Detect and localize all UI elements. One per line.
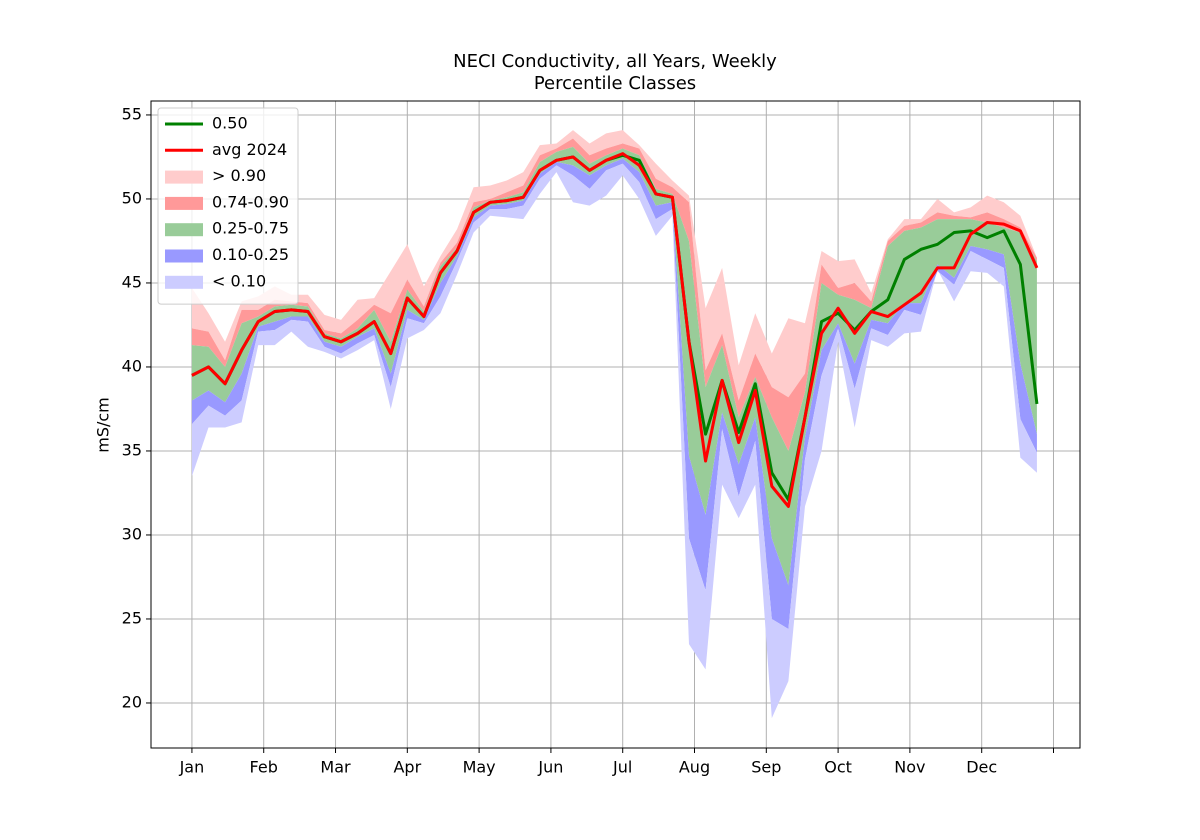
legend-swatch — [165, 223, 203, 237]
x-tick-label: Jun — [537, 758, 563, 777]
y-tick-label: 50 — [122, 188, 142, 207]
y-tick-label: 20 — [122, 692, 142, 711]
x-tick-label: Jan — [179, 758, 205, 777]
series-line — [191, 152, 1039, 508]
x-tick-label: May — [463, 758, 496, 777]
legend-swatch — [165, 275, 203, 289]
x-tick-label: Aug — [679, 758, 710, 777]
y-tick-label: 55 — [122, 104, 142, 123]
y-tick-label: 25 — [122, 608, 142, 627]
x-tick-label: Nov — [894, 758, 925, 777]
x-tick-label: Sep — [751, 758, 781, 777]
x-tick-label: Oct — [824, 758, 852, 777]
legend-swatch — [165, 196, 203, 210]
legend-label: 0.10-0.25 — [212, 245, 289, 264]
y-tick-label: 35 — [122, 440, 142, 459]
x-tick-label: Dec — [966, 758, 997, 777]
legend-label: 0.25-0.75 — [212, 219, 289, 238]
x-tick-label: Mar — [320, 758, 351, 777]
plot-frame — [150, 100, 1081, 749]
legend-label: < 0.10 — [212, 271, 266, 290]
axes: 20 25 30 35 40 45 50 55 Jan Feb Mar Apr May Jun Jul Aug… — [122, 100, 1081, 777]
legend-swatch — [165, 170, 203, 184]
chart-subtitle: Percentile Classes — [534, 73, 696, 94]
x-tick-label: Feb — [250, 758, 278, 777]
legend-label: avg 2024 — [212, 140, 287, 159]
plot — [191, 130, 1039, 719]
legend-label: > 0.90 — [212, 166, 266, 185]
chart-title: NECI Conductivity, all Years, Weekly — [453, 51, 777, 72]
legend-label: 0.50 — [212, 114, 248, 133]
y-tick-label: 40 — [122, 356, 142, 375]
x-tick-label: Apr — [393, 758, 421, 777]
y-axis-label: mS/cm — [94, 397, 113, 453]
legend-label: 0.74-0.90 — [212, 192, 289, 211]
y-tick-label: 30 — [122, 524, 142, 543]
legend-swatch — [165, 249, 203, 263]
legend: 0.50 avg 2024 > 0.90 0.74-0.90 0.25-0.75 0.10… — [157, 107, 299, 305]
x-tick-label: Jul — [612, 758, 632, 777]
y-tick-label: 45 — [122, 272, 142, 291]
